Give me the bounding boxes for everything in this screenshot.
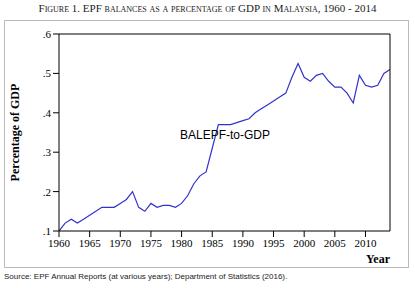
svg-text:1965: 1965 [79, 237, 102, 249]
svg-text:.2: .2 [43, 186, 51, 198]
html-text:BALEPF-to-GDP: BALEPF-to-GDP [180, 128, 270, 142]
svg-text:1985: 1985 [201, 237, 224, 249]
svg-text:Year: Year [366, 252, 391, 265]
svg-text:Percentage of GDP: Percentage of GDP [8, 84, 22, 182]
svg-text:1980: 1980 [171, 237, 194, 249]
svg-text:.6: .6 [43, 28, 52, 40]
svg-text:.4: .4 [43, 107, 52, 119]
svg-text:1960: 1960 [48, 237, 71, 249]
html-text:Source: EPF Annual Reports (at: Source: EPF Annual Reports (at various y… [4, 272, 288, 281]
svg-text:2005: 2005 [324, 237, 347, 249]
svg-text:2010: 2010 [354, 237, 377, 249]
svg-text:.3: .3 [43, 146, 52, 158]
svg-text:.5: .5 [43, 67, 52, 79]
svg-text:1990: 1990 [232, 237, 255, 249]
svg-text:.1: .1 [43, 225, 51, 237]
svg-text:1975: 1975 [140, 237, 163, 249]
svg-text:1970: 1970 [109, 237, 132, 249]
html-text:Figure 1. EPF balances as a pe: Figure 1. EPF balances as a percentage o… [38, 2, 377, 14]
svg-text:1995: 1995 [263, 237, 286, 249]
svg-text:2000: 2000 [293, 237, 316, 249]
